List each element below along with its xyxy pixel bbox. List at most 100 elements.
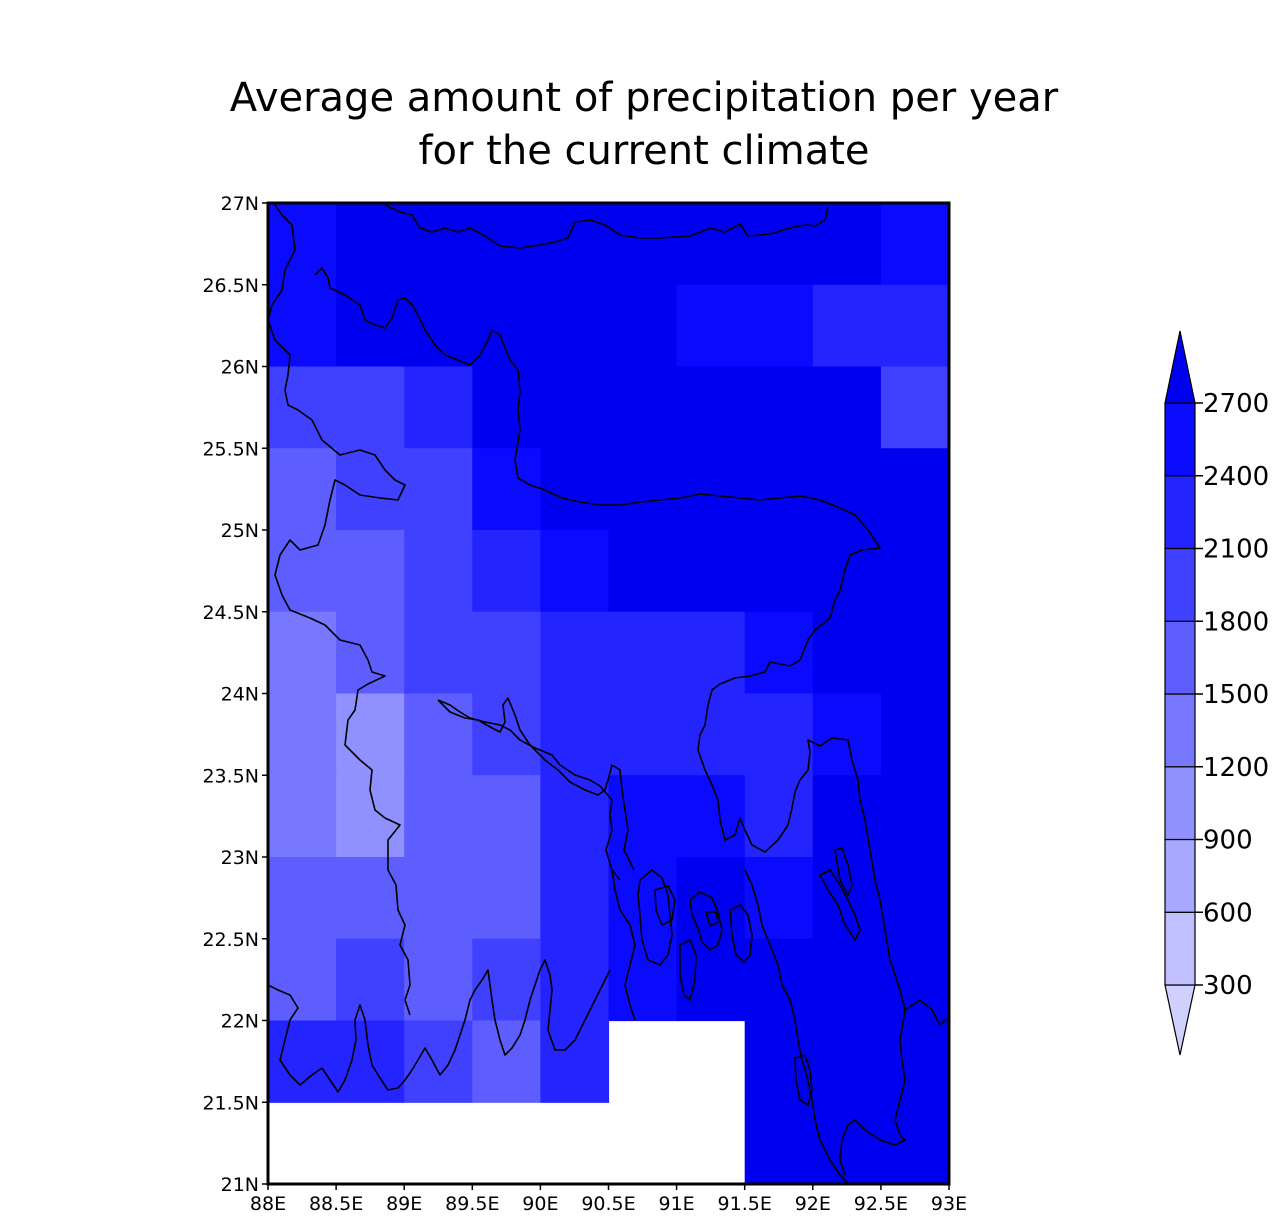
heatmap-cell bbox=[744, 775, 814, 858]
heatmap-cell bbox=[880, 611, 950, 695]
heatmap-cell bbox=[540, 775, 610, 858]
heatmap-cell bbox=[812, 775, 882, 858]
colorbar-tick-label: 600 bbox=[1203, 898, 1253, 928]
heatmap-cell bbox=[404, 284, 473, 368]
heatmap-cell bbox=[608, 530, 678, 613]
hatiya-island bbox=[689, 891, 723, 951]
heatmap-cell bbox=[268, 693, 337, 776]
y-tick-label: 24.5N bbox=[202, 602, 259, 624]
chittagong-coast bbox=[744, 869, 851, 1186]
heatmap-cell bbox=[744, 530, 814, 613]
heatmap-cell bbox=[472, 530, 541, 613]
myanmar-border-south bbox=[839, 1009, 906, 1176]
heatmap-cell bbox=[744, 203, 814, 286]
y-tick-label: 24N bbox=[221, 684, 259, 706]
heatmap-cell bbox=[268, 775, 337, 858]
eastern-hill-boundary bbox=[819, 869, 861, 941]
heatmap-cell bbox=[472, 1020, 541, 1103]
heatmap-cell bbox=[404, 1020, 473, 1103]
heatmap-cell bbox=[608, 693, 678, 776]
colorbar-tick-label: 900 bbox=[1203, 826, 1253, 856]
heatmap-cell bbox=[744, 693, 814, 776]
heatmap-cell bbox=[744, 284, 814, 368]
x-tick-label: 88E bbox=[250, 1193, 286, 1215]
colorbar: 300 600 900 1200 1500 1800 2100 2400 2700 bbox=[1164, 330, 1269, 1056]
chart-title-line-2: for the current climate bbox=[418, 128, 870, 174]
delta-sundarbans-coast bbox=[267, 959, 611, 1093]
heatmap-cell bbox=[472, 203, 541, 286]
heatmap-cell bbox=[268, 366, 337, 449]
y-tick-label: 22N bbox=[221, 1011, 259, 1033]
heatmap-cell bbox=[812, 366, 882, 449]
x-tick-label: 92E bbox=[795, 1193, 831, 1215]
heatmap-cell bbox=[608, 448, 678, 531]
heatmap-cell bbox=[472, 366, 541, 449]
heatmap-cell bbox=[540, 530, 610, 613]
heatmap-cell bbox=[540, 448, 610, 531]
heatmap-cell bbox=[540, 938, 610, 1022]
chart-title: Average amount of precipitation per year… bbox=[0, 72, 1288, 178]
colorbar-segment bbox=[1164, 547, 1196, 622]
heatmap-cells bbox=[268, 203, 950, 1185]
heatmap-cell bbox=[812, 611, 882, 695]
heatmap-cell bbox=[676, 775, 746, 858]
y-tick-label: 21N bbox=[221, 1174, 259, 1196]
heatmap-cell bbox=[540, 1020, 610, 1103]
heatmap-cell bbox=[336, 366, 405, 449]
heatmap-cell bbox=[608, 284, 678, 368]
heatmap-cell bbox=[880, 775, 950, 858]
heatmap-cell bbox=[336, 693, 405, 776]
heatmap-cell bbox=[336, 530, 405, 613]
heatmap-cell bbox=[880, 203, 950, 286]
northern-border bbox=[384, 204, 829, 249]
heatmap-cell bbox=[608, 775, 678, 858]
heatmap-cell bbox=[404, 366, 473, 449]
heatmap-cell bbox=[404, 611, 473, 695]
colorbar-tick-label: 1800 bbox=[1203, 607, 1269, 637]
heatmap-cell bbox=[472, 775, 541, 858]
heatmap-cell bbox=[744, 1102, 814, 1185]
heatmap-cell bbox=[880, 366, 950, 449]
heatmap-cell bbox=[880, 857, 950, 940]
colorbar-segment bbox=[1164, 693, 1196, 768]
heatmap-cell bbox=[812, 1102, 882, 1185]
x-tick-label: 88.5E bbox=[309, 1193, 363, 1215]
heatmap-cell bbox=[336, 1020, 405, 1103]
heatmap-cell bbox=[268, 448, 337, 531]
heatmap-cell bbox=[608, 938, 678, 1022]
heatmap-cell bbox=[404, 693, 473, 776]
heatmap-cell bbox=[472, 693, 541, 776]
eastern-hill-boundary-2 bbox=[834, 847, 853, 896]
small-island-1 bbox=[679, 939, 697, 1001]
heatmap-cell bbox=[268, 1020, 337, 1103]
bhola-island bbox=[637, 869, 673, 966]
heatmap-cell bbox=[608, 366, 678, 449]
heatmap-cell bbox=[744, 366, 814, 449]
x-tick-label: 89E bbox=[386, 1193, 422, 1215]
y-tick-label: 23.5N bbox=[202, 765, 259, 787]
x-tick-label: 89.5E bbox=[445, 1193, 499, 1215]
heatmap-cell bbox=[880, 938, 950, 1022]
heatmap-cell bbox=[880, 530, 950, 613]
meghna-estuary-west bbox=[611, 869, 636, 1021]
heatmap-cell bbox=[812, 938, 882, 1022]
heatmap-cell bbox=[472, 857, 541, 940]
heatmap-cell bbox=[268, 857, 337, 940]
heatmap-cell bbox=[744, 857, 814, 940]
colorbar-tick-label: 2400 bbox=[1203, 462, 1269, 492]
heatmap-cell bbox=[404, 938, 473, 1022]
colorbar-segment bbox=[1164, 402, 1196, 477]
heatmap-cell bbox=[540, 693, 610, 776]
heatmap-cell bbox=[812, 284, 882, 368]
heatmap-cell bbox=[676, 366, 746, 449]
colorbar-segment bbox=[1164, 911, 1196, 986]
heatmap-cell bbox=[812, 1020, 882, 1103]
colorbar-segment bbox=[1164, 475, 1196, 550]
heatmap-cell bbox=[540, 284, 610, 368]
heatmap-cell bbox=[608, 611, 678, 695]
heatmap-cell bbox=[880, 284, 950, 368]
y-tick-label: 27N bbox=[221, 193, 259, 215]
y-tick-label: 26.5N bbox=[202, 275, 259, 297]
x-tick-label: 90E bbox=[522, 1193, 558, 1215]
heatmap-cell bbox=[880, 1020, 950, 1103]
